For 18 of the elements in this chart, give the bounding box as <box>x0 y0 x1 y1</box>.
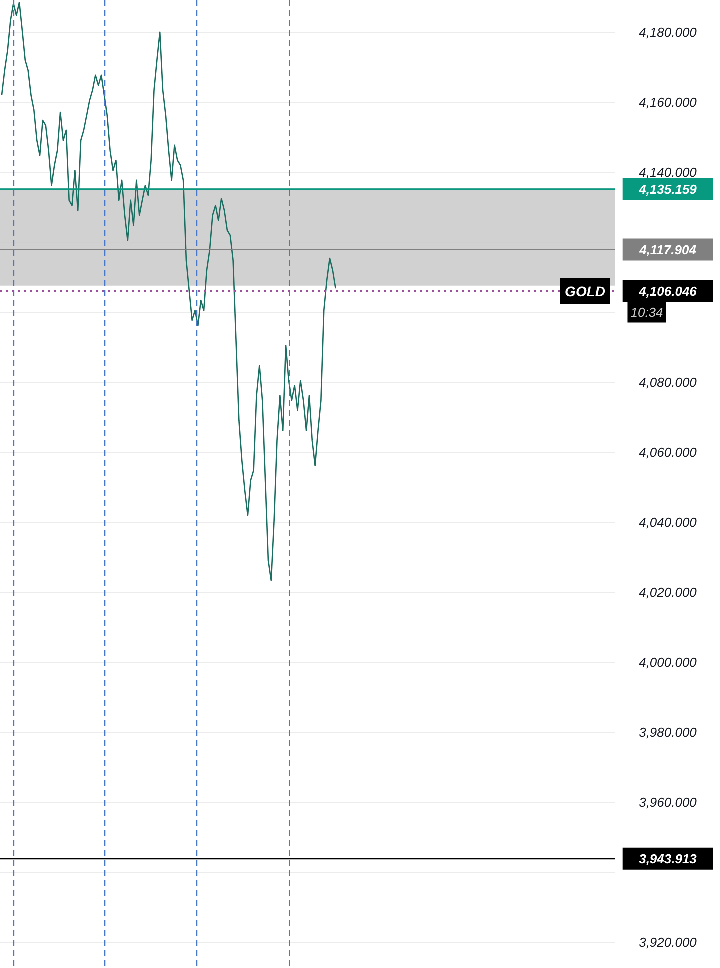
ref-line-label: 4,135.159 <box>638 182 698 197</box>
y-tick-label: 3,960.000 <box>639 795 698 810</box>
ref-line-label: 4,117.904 <box>638 242 698 258</box>
y-tick-label: 4,080.000 <box>639 374 698 390</box>
y-tick-label: 4,140.000 <box>639 164 698 180</box>
y-tick-label: 3,920.000 <box>639 935 698 950</box>
line-series <box>1 2 336 582</box>
y-tick-label: 4,160.000 <box>639 94 698 110</box>
text: 10:34 <box>630 304 664 320</box>
y-tick-label: 4,180.000 <box>639 24 698 40</box>
y-tick-label: 4,020.000 <box>639 585 698 600</box>
y-tick-label: 4,040.000 <box>639 514 698 530</box>
annotation: GOLD <box>565 283 606 300</box>
y-tick-label: 4,060.000 <box>639 444 698 460</box>
ref-line-label: 4,106.046 <box>638 284 698 299</box>
y-tick-label: 4,000.000 <box>639 655 698 670</box>
y-tick-label: 3,980.000 <box>639 725 698 740</box>
ref-line-label: 3,943.913 <box>639 851 698 866</box>
